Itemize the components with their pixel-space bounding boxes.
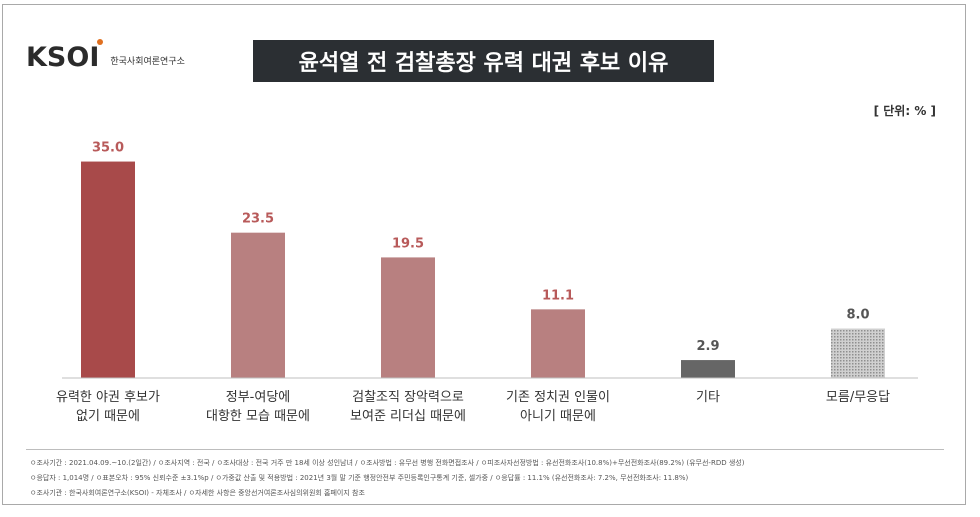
note-line-1: ㅇ조사기간 : 2021.04.09.~10.(2일간) / ㅇ조사지역 : 전… xyxy=(30,459,745,467)
note-line-3: ㅇ조사기관 : 한국사회여론연구소(KSOI) - 자체조사 / ㅇ자세한 사항… xyxy=(30,489,365,497)
chart-frame xyxy=(2,4,966,505)
unit-label: [ 단위: % ] xyxy=(873,104,936,118)
bar-1 xyxy=(231,232,285,378)
bar-2 xyxy=(381,257,435,378)
bar-0 xyxy=(81,161,135,378)
category-label-0-1: 없기 때문에 xyxy=(76,409,140,424)
logo-dot-icon xyxy=(97,38,104,45)
category-label-5-0: 모름/무응답 xyxy=(826,390,890,405)
bar-4 xyxy=(681,360,735,378)
bars-group: 35.0 23.5 19.5 11.1 2.9 8.0 xyxy=(81,141,885,378)
value-label-5: 8.0 xyxy=(846,308,869,323)
category-label-4-0: 기타 xyxy=(696,390,720,405)
category-label-3-1: 아니기 때문에 xyxy=(520,409,596,424)
bar-5 xyxy=(831,328,885,378)
note-line-2: ㅇ응답자 : 1,014명 / ㅇ표본오차 : 95% 신뢰수준 ±3.1%p … xyxy=(30,474,689,482)
value-label-1: 23.5 xyxy=(242,212,274,227)
chart-title: 윤석열 전 검찰총장 유력 대권 후보 이유 xyxy=(253,40,714,82)
category-label-2-1: 보여준 리더십 때문에 xyxy=(350,409,466,424)
notes-divider xyxy=(26,449,944,450)
ksoi-logo: KSOI 한국사회여론연구소 xyxy=(26,38,185,73)
category-label-1-1: 대항한 모습 때문에 xyxy=(206,409,310,424)
logo-subtitle: 한국사회여론연구소 xyxy=(110,57,185,67)
category-label-0-0: 유력한 야권 후보가 xyxy=(56,390,160,405)
category-label-1-0: 정부-여당에 xyxy=(226,390,291,405)
category-label-2-0: 검찰조직 장악력으로 xyxy=(352,390,464,405)
bar-3 xyxy=(531,309,585,378)
value-label-2: 19.5 xyxy=(392,236,424,251)
value-label-4: 2.9 xyxy=(696,339,719,354)
value-label-0: 35.0 xyxy=(92,141,124,156)
survey-notes: ㅇ조사기간 : 2021.04.09.~10.(2일간) / ㅇ조사지역 : 전… xyxy=(30,456,950,501)
category-label-3-0: 기존 정치권 인물이 xyxy=(506,390,610,405)
logo-mark: KSOI xyxy=(26,42,100,73)
value-label-3: 11.1 xyxy=(542,288,574,303)
